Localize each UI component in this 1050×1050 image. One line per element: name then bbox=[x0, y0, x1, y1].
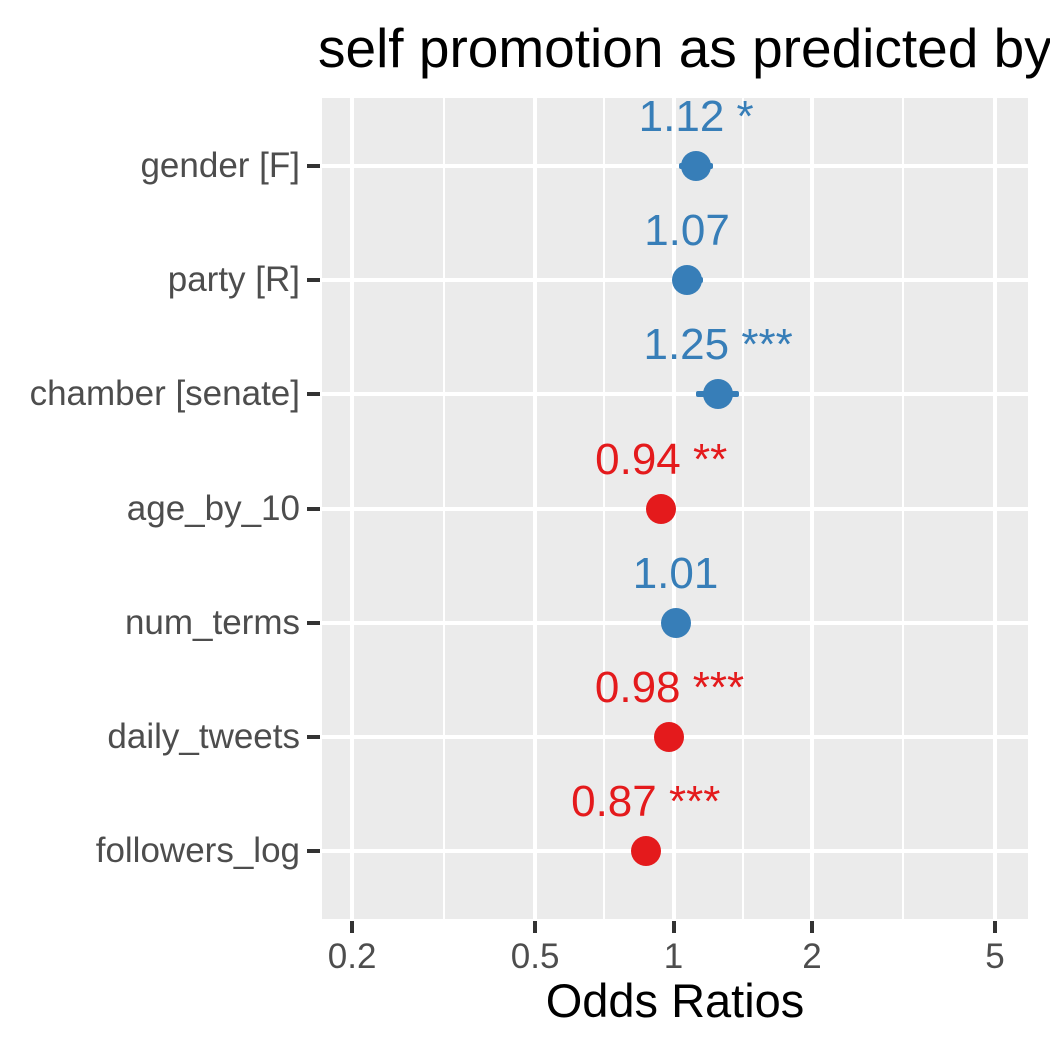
gridline-major-x bbox=[809, 98, 814, 919]
or-point bbox=[660, 607, 691, 638]
gridline-major-x bbox=[992, 98, 997, 919]
y-axis-label: daily_tweets bbox=[107, 716, 300, 756]
x-tick-label: 5 bbox=[985, 937, 1005, 976]
or-point bbox=[630, 835, 661, 866]
gridline-minor-x bbox=[603, 98, 606, 919]
gridline-minor-x bbox=[442, 98, 445, 919]
x-tick bbox=[992, 921, 997, 933]
x-tick bbox=[350, 921, 355, 933]
x-tick bbox=[533, 921, 538, 933]
y-tick bbox=[307, 278, 320, 283]
y-tick bbox=[307, 734, 320, 739]
or-point bbox=[646, 493, 677, 524]
x-tick-label: 2 bbox=[802, 937, 822, 976]
or-value-label: 1.12 * bbox=[638, 92, 754, 142]
x-tick bbox=[671, 921, 676, 933]
or-point bbox=[654, 721, 685, 752]
gridline-minor-x bbox=[741, 98, 744, 919]
plot-panel: 1.12 * 1.07 1.25 *** 0.94 ** 1.01 0.98 *** 0.8… bbox=[322, 93, 1028, 919]
y-axis-label: gender [F] bbox=[140, 146, 300, 186]
or-value-label: 1.01 bbox=[632, 548, 719, 598]
x-tick bbox=[809, 921, 814, 933]
gridline-major-x bbox=[533, 98, 538, 919]
x-tick-label: 0.2 bbox=[327, 937, 377, 976]
y-axis-label: followers_log bbox=[95, 830, 300, 870]
gridline-minor-x bbox=[902, 98, 905, 919]
or-point bbox=[672, 265, 703, 296]
y-axis-label: num_terms bbox=[124, 602, 300, 642]
y-tick bbox=[307, 848, 320, 853]
y-axis-label: chamber [senate] bbox=[29, 374, 300, 414]
chart-title: self promotion as predicted by bbox=[318, 17, 1050, 79]
or-value-label: 1.25 *** bbox=[643, 320, 793, 370]
or-point bbox=[703, 379, 734, 410]
y-tick bbox=[307, 392, 320, 397]
or-value-label: 0.94 ** bbox=[595, 434, 728, 484]
or-value-label: 1.07 bbox=[644, 206, 730, 256]
y-tick bbox=[307, 620, 320, 625]
x-tick-label: 0.5 bbox=[510, 937, 560, 976]
y-axis-label: party [R] bbox=[167, 260, 300, 300]
x-axis-title: Odds Ratios bbox=[545, 974, 805, 1027]
gridline-major-x bbox=[350, 98, 355, 919]
or-value-label: 0.87 *** bbox=[571, 776, 721, 826]
y-tick bbox=[307, 506, 320, 511]
or-value-label: 0.98 *** bbox=[594, 662, 745, 712]
y-axis-label: age_by_10 bbox=[126, 488, 300, 528]
y-tick bbox=[307, 164, 320, 169]
x-tick-label: 1 bbox=[663, 937, 684, 976]
or-point bbox=[681, 151, 712, 182]
